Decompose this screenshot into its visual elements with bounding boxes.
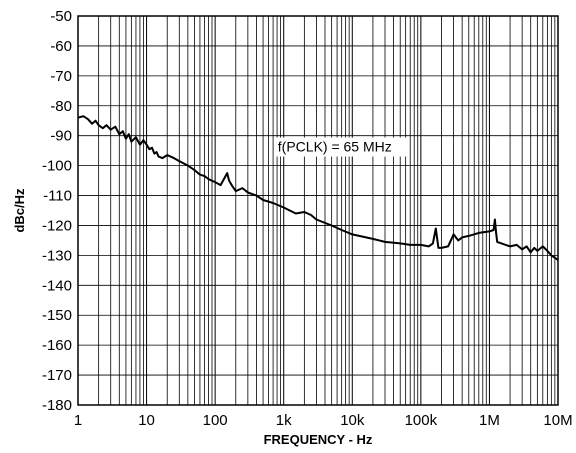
y-tick-label: -160 xyxy=(42,337,72,354)
annotation: f(PCLK) = 65 MHz xyxy=(278,139,392,155)
annotation-background xyxy=(274,137,407,157)
y-tick-label: -130 xyxy=(42,247,72,264)
y-tick-label: -100 xyxy=(42,158,72,175)
y-axis-title: dBc/Hz xyxy=(12,188,27,233)
y-tick-label: -70 xyxy=(50,68,72,85)
plot-frame xyxy=(77,15,559,406)
y-tick-label: -150 xyxy=(42,307,72,324)
y-tick-labels: -50 -60 -70 -80 -90 -100 -110 -120 -130 -140 -150 -… xyxy=(42,8,72,414)
y-tick-label: -140 xyxy=(42,277,72,294)
grid xyxy=(77,15,558,406)
y-tick-label: -120 xyxy=(42,217,72,234)
x-tick-label: 10M xyxy=(543,412,572,429)
y-tick-label: -180 xyxy=(42,397,72,414)
y-tick-label: -50 xyxy=(50,8,72,25)
series-line xyxy=(77,115,559,261)
x-axis-title: FREQUENCY - Hz xyxy=(264,432,373,447)
x-tick-label: 10 xyxy=(138,412,155,429)
x-tick-label: 1M xyxy=(479,412,500,429)
x-tick-label: 1k xyxy=(276,412,292,429)
x-tick-labels: 1 10 100 1k 10k 100k 1M 10M xyxy=(74,412,573,429)
y-tick-label: -60 xyxy=(50,38,72,55)
x-tick-label: 10k xyxy=(340,412,365,429)
y-tick-label: -80 xyxy=(50,98,72,115)
x-tick-label: 100k xyxy=(405,412,438,429)
x-tick-label: 1 xyxy=(74,412,82,429)
y-tick-label: -170 xyxy=(42,367,72,384)
y-tick-label: -90 xyxy=(50,128,72,145)
y-tick-label: -110 xyxy=(43,188,72,205)
x-tick-label: 100 xyxy=(203,412,228,429)
